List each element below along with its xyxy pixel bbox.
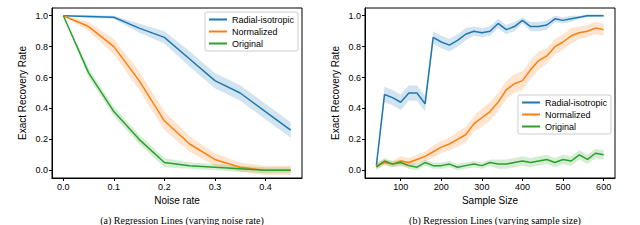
svg-text:Sample Size: Sample Size <box>462 195 519 206</box>
svg-text:1.0: 1.0 <box>348 11 361 21</box>
svg-text:0.2: 0.2 <box>348 134 361 144</box>
svg-text:1.0: 1.0 <box>35 11 48 21</box>
svg-text:400: 400 <box>515 182 530 192</box>
svg-text:Exact Recovery Rate: Exact Recovery Rate <box>17 46 28 140</box>
svg-text:0.8: 0.8 <box>35 42 48 52</box>
svg-text:0.1: 0.1 <box>108 182 121 192</box>
svg-text:0.6: 0.6 <box>35 73 48 83</box>
svg-text:Noise rate: Noise rate <box>154 195 200 206</box>
svg-text:0.4: 0.4 <box>35 103 48 113</box>
svg-text:0.3: 0.3 <box>209 182 222 192</box>
svg-text:0.0: 0.0 <box>57 182 70 192</box>
svg-text:(b) Regression Lines (varying: (b) Regression Lines (varying sample siz… <box>409 215 581 225</box>
svg-text:Normalized: Normalized <box>232 27 278 37</box>
svg-text:200: 200 <box>434 182 449 192</box>
svg-text:0.4: 0.4 <box>348 103 361 113</box>
svg-text:0.0: 0.0 <box>348 165 361 175</box>
svg-text:0.0: 0.0 <box>35 165 48 175</box>
svg-text:0.6: 0.6 <box>348 73 361 83</box>
svg-text:0.4: 0.4 <box>259 182 272 192</box>
svg-text:0.2: 0.2 <box>158 182 171 192</box>
svg-text:Normalized: Normalized <box>545 110 591 120</box>
svg-text:Radial-isotropic: Radial-isotropic <box>232 15 295 25</box>
svg-text:0.2: 0.2 <box>35 134 48 144</box>
svg-text:600: 600 <box>596 182 611 192</box>
svg-text:(a) Regression Lines (varying: (a) Regression Lines (varying noise rate… <box>100 215 264 225</box>
svg-text:100: 100 <box>393 182 408 192</box>
svg-text:Original: Original <box>232 39 263 49</box>
svg-text:Radial-isotropic: Radial-isotropic <box>545 98 608 108</box>
svg-text:Original: Original <box>545 122 576 132</box>
svg-text:300: 300 <box>474 182 489 192</box>
svg-text:500: 500 <box>556 182 571 192</box>
svg-text:0.8: 0.8 <box>348 42 361 52</box>
svg-text:Exact Recovery Rate: Exact Recovery Rate <box>330 46 341 140</box>
